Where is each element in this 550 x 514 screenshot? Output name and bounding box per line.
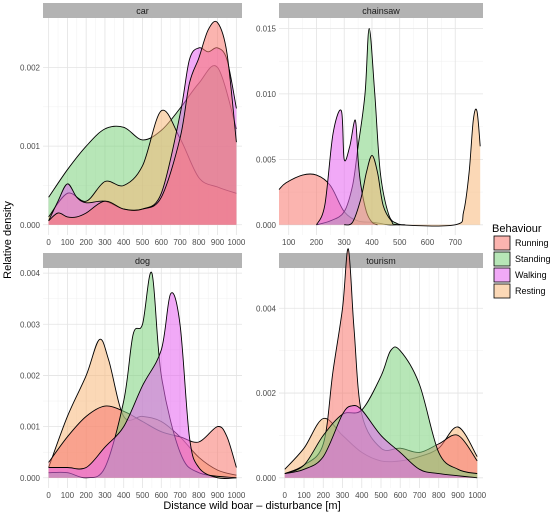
x-tick-label: 200 — [317, 491, 331, 500]
y-tick-label: 0.003 — [20, 320, 41, 329]
strip-car — [43, 3, 242, 18]
density-outline-tourism-walking — [284, 405, 478, 479]
y-tick-label: 0.001 — [20, 142, 41, 151]
x-tick-label: 1000 — [227, 238, 245, 247]
density-area-dog-standing — [48, 272, 237, 478]
x-tick-label: 100 — [61, 238, 75, 247]
strip-tourism — [279, 253, 483, 268]
strip-label-car: car — [136, 6, 149, 16]
legend-title: Behaviour — [492, 223, 542, 235]
y-tick-label: 0.004 — [256, 304, 277, 313]
strip-chainsaw — [279, 3, 483, 18]
x-tick-label: 100 — [282, 238, 296, 247]
y-tick-label: 0.005 — [256, 155, 277, 164]
legend-key-standing — [493, 251, 511, 267]
density-area-chainsaw-resting — [344, 109, 481, 226]
x-tick-label: 900 — [211, 491, 225, 500]
x-tick-label: 200 — [79, 238, 93, 247]
density-outline-car-running — [48, 20, 237, 222]
density-area-car-running — [48, 21, 237, 225]
panel-chainsaw: chainsaw 100 200 300 400 500 600 700 0.000 0.005 0… — [256, 3, 483, 247]
y-tick-label: 0.015 — [256, 24, 277, 33]
density-outline-dog-walking — [48, 292, 237, 479]
x-tick-label: 300 — [98, 491, 112, 500]
x-tick-label: 500 — [136, 491, 150, 500]
x-tick-label: 500 — [136, 238, 150, 247]
density-area-tourism-running — [284, 248, 478, 478]
x-tick-label: 800 — [192, 238, 206, 247]
density-outline-chainsaw-resting — [344, 108, 481, 227]
x-tick-label: 500 — [393, 238, 407, 247]
y-tick-label: 0.004 — [20, 269, 41, 278]
x-tick-label: 900 — [211, 238, 225, 247]
x-tick-label: 600 — [155, 238, 169, 247]
legend-key-walking — [493, 267, 511, 283]
legend-key-resting — [493, 283, 511, 299]
panel-dog: dog 0 100 200 300 400 500 600 700 800 900 1000 0.000… — [20, 253, 246, 500]
y-tick-label: 0.000 — [256, 474, 277, 483]
density-area-tourism-walking — [284, 405, 478, 478]
y-tick-label: 0.002 — [20, 64, 41, 73]
y-tick-label: 0.002 — [20, 371, 41, 380]
panel-car: car 0 100 200 300 400 500 600 700 800 900 1000 0.000… — [20, 3, 246, 247]
density-outline-tourism-standing — [284, 346, 478, 475]
x-tick-label: 600 — [421, 238, 435, 247]
y-axis-title: Relative density — [2, 201, 14, 279]
y-tick-label: 0.010 — [256, 90, 277, 99]
x-axis-title: Distance wild boar – disturbance [m] — [163, 500, 340, 512]
legend-label-running: Running — [515, 238, 549, 248]
x-tick-label: 900 — [451, 491, 465, 500]
strip-label-chainsaw: chainsaw — [362, 6, 400, 16]
density-area-chainsaw-running — [279, 173, 400, 225]
strip-label-tourism: tourism — [366, 256, 396, 266]
x-tick-label: 0 — [283, 491, 288, 500]
x-tick-label: 800 — [432, 491, 446, 500]
x-tick-label: 400 — [117, 491, 131, 500]
x-tick-label: 800 — [192, 491, 206, 500]
x-tick-label: 300 — [98, 238, 112, 247]
x-tick-label: 600 — [155, 491, 169, 500]
legend-label-walking: Walking — [515, 270, 547, 280]
x-tick-label: 400 — [355, 491, 369, 500]
x-tick-label: 200 — [79, 491, 93, 500]
x-tick-label: 1000 — [227, 491, 245, 500]
density-area-dog-walking — [48, 292, 237, 479]
y-tick-label: 0.000 — [20, 221, 41, 230]
x-tick-label: 400 — [365, 238, 379, 247]
y-tick-label: 0.002 — [256, 389, 277, 398]
panel-tourism: tourism 0 100 200 300 400 500 600 700 800 900 1000 0… — [256, 248, 487, 500]
x-tick-label: 100 — [297, 491, 311, 500]
x-tick-label: 700 — [173, 491, 187, 500]
x-tick-label: 0 — [46, 238, 51, 247]
legend-label-standing: Standing — [515, 254, 550, 264]
y-tick-label: 0.000 — [256, 221, 277, 230]
x-tick-label: 600 — [394, 491, 408, 500]
legend-key-running — [493, 235, 511, 251]
x-tick-label: 1000 — [468, 491, 486, 500]
x-tick-label: 700 — [449, 238, 463, 247]
y-tick-label: 0.000 — [20, 474, 41, 483]
x-tick-label: 200 — [310, 238, 324, 247]
y-tick-label: 0.001 — [20, 423, 41, 432]
x-tick-label: 300 — [338, 238, 352, 247]
x-tick-label: 100 — [61, 491, 75, 500]
x-tick-label: 500 — [374, 491, 388, 500]
legend: Behaviour Running Standing Walking Resti… — [492, 223, 550, 299]
x-tick-label: 0 — [46, 491, 51, 500]
x-tick-label: 700 — [173, 238, 187, 247]
strip-label-dog: dog — [135, 256, 150, 266]
strip-dog — [43, 253, 242, 268]
legend-label-resting: Resting — [515, 286, 546, 296]
x-tick-label: 300 — [336, 491, 350, 500]
x-tick-label: 400 — [117, 238, 131, 247]
x-tick-label: 700 — [413, 491, 427, 500]
